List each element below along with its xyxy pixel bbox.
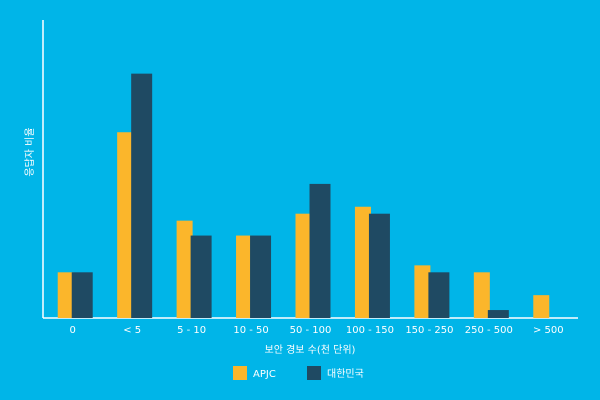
x-tick-label: 0 [70, 325, 76, 336]
bar [368, 213, 390, 318]
bar [131, 73, 153, 318]
bar [176, 220, 193, 318]
bar [473, 272, 490, 318]
bar [236, 235, 253, 318]
bar [487, 310, 509, 318]
x-tick-label: < 5 [123, 325, 141, 336]
bar [309, 183, 331, 318]
bar [428, 272, 450, 318]
legend-label: 대한민국 [327, 368, 364, 380]
x-tick-label: 5 - 10 [177, 325, 206, 336]
x-tick-label: 250 - 500 [465, 325, 513, 336]
legend-swatch [307, 366, 321, 380]
x-axis-label: 보안 경보 수(천 단위) [265, 343, 356, 356]
x-tick-label: 10 - 50 [233, 325, 268, 336]
bar [295, 213, 312, 318]
x-tick-label: 50 - 100 [290, 325, 332, 336]
bar [354, 206, 371, 318]
legend-swatch [233, 366, 247, 380]
bar [250, 235, 272, 318]
bar [190, 235, 212, 318]
legend-label: APJC [253, 369, 276, 380]
bar [117, 132, 134, 318]
x-tick-label: 100 - 150 [346, 325, 394, 336]
x-tick-label: > 500 [533, 325, 564, 336]
bar [71, 272, 93, 318]
x-tick-label: 150 - 250 [405, 325, 453, 336]
bar [533, 295, 550, 318]
bar [414, 265, 431, 318]
bar [57, 272, 74, 318]
y-axis-label: 응답자 비율 [24, 127, 36, 176]
